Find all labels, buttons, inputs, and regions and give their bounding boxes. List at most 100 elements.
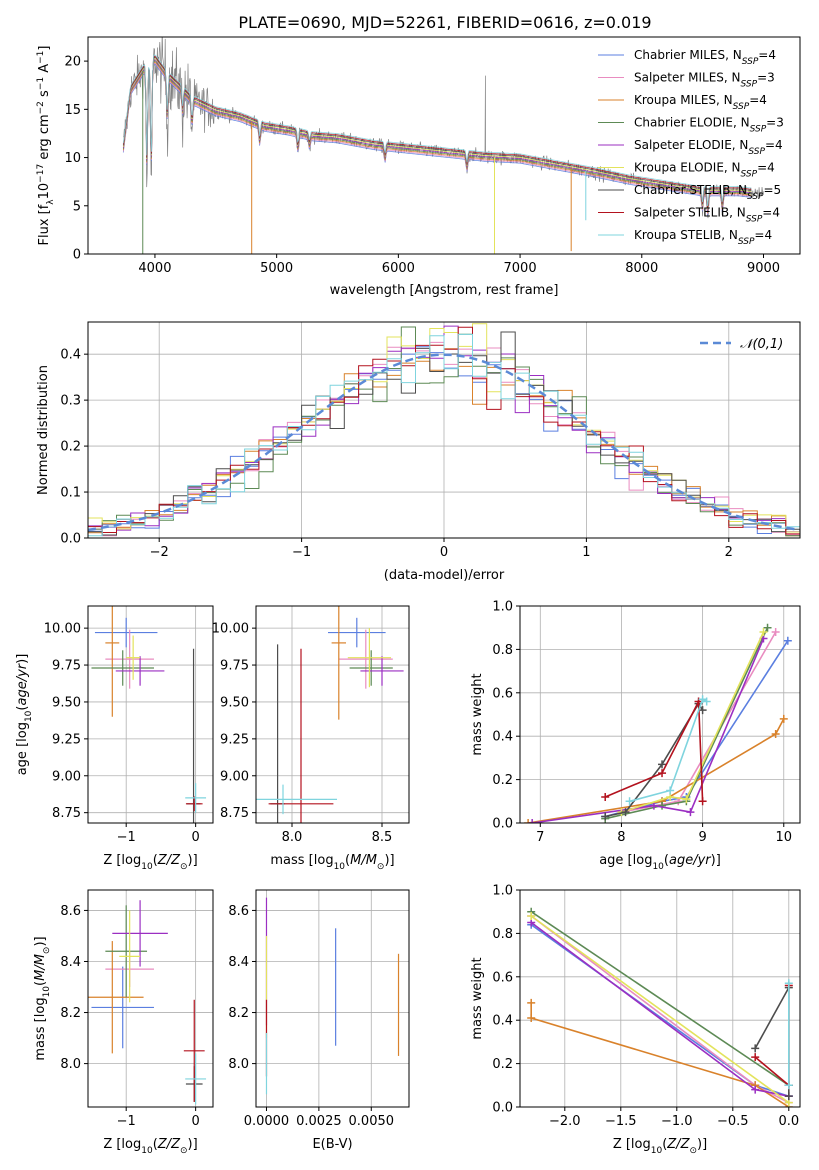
series-marker <box>763 623 772 632</box>
series-line <box>604 698 704 802</box>
y-axis-label: age [log10(age/yr)] <box>15 654 34 776</box>
mass_vs_ebv-plot-area <box>265 897 400 1095</box>
series-marker <box>784 1081 793 1090</box>
error-bar-point <box>349 650 393 686</box>
error-bar-point <box>268 648 334 823</box>
model-spectrum-line <box>122 54 752 207</box>
x-tick-label: 7 <box>536 830 544 845</box>
series-marker <box>759 628 768 637</box>
legend-label: Chabrier ELODIE, NSSP=3 <box>634 116 784 135</box>
y-tick-label: 0 <box>73 248 81 263</box>
residual_hist-plot-area <box>88 323 800 537</box>
figure-title: PLATE=0690, MJD=52261, FIBERID=0616, z=0… <box>238 13 651 32</box>
error-bar-point <box>183 999 205 1102</box>
series-marker <box>702 697 711 706</box>
series-marker <box>649 801 658 810</box>
model-spectrum-line <box>122 62 752 215</box>
weight_vs_age-plot-area <box>524 623 792 823</box>
y-tick-label: 0.8 <box>492 927 513 942</box>
legend: Chabrier MILES, NSSP=4 Salpeter MILES, NS… <box>598 48 784 247</box>
histogram-step <box>88 333 800 537</box>
weight-series <box>527 998 793 1107</box>
x-tick-label: 0.0000 <box>244 1114 290 1129</box>
y-tick-label: 9.75 <box>220 659 249 674</box>
series-marker <box>751 1053 760 1062</box>
y-tick-label: 0.3 <box>60 394 81 409</box>
series-marker <box>658 801 667 810</box>
error-bar-point <box>91 966 154 1049</box>
series-marker <box>601 792 610 801</box>
error-bar-point <box>105 629 154 689</box>
weight-series <box>527 907 793 1090</box>
weight_vs_Z-panel: −2.0 −1.5 −1.0 −0.5 0.0 0.0 0.2 0.4 0.6 0.8 1.0 Z [… <box>470 884 801 1156</box>
x-tick-label: −1 <box>292 545 311 560</box>
y-axis-label: Normed distribution <box>36 365 51 495</box>
y-tick-label: 0.4 <box>492 730 513 745</box>
weight-series <box>617 628 768 817</box>
series-marker <box>658 769 667 778</box>
y-tick-label: 0.6 <box>492 970 513 985</box>
x-tick-label: 0.0 <box>778 1114 799 1129</box>
series-marker <box>698 706 707 715</box>
axes-frame <box>87 36 801 255</box>
weight_vs_Z-plot-area <box>527 907 793 1107</box>
y-tick-label: 5 <box>73 199 81 214</box>
series-marker <box>621 808 630 817</box>
y-tick-label: 8.6 <box>60 904 81 919</box>
x-tick-label: −1.0 <box>661 1114 693 1129</box>
y-tick-label: 9.25 <box>220 732 249 747</box>
x-tick-label: 9000 <box>747 261 780 276</box>
y-axis-label: mass weight <box>470 673 485 755</box>
y-tick-label: 8.0 <box>228 1057 249 1072</box>
series-marker <box>527 998 536 1007</box>
legend-label: Kroupa MILES, NSSP=4 <box>634 93 767 112</box>
model-spectrum-line <box>122 58 752 210</box>
axes-frame <box>87 605 214 824</box>
series-line <box>629 698 708 803</box>
model-spectrum-line <box>122 56 752 209</box>
error-bar-point <box>328 617 386 648</box>
y-tick-label: 8.2 <box>228 1006 249 1021</box>
y-tick-label: 0.4 <box>60 348 81 363</box>
x-tick-label: 5000 <box>260 261 293 276</box>
y-tick-label: 0.8 <box>492 643 513 658</box>
series-marker <box>527 912 536 921</box>
y-tick-label: 1.0 <box>492 600 513 615</box>
model-spectrum-line <box>122 63 752 216</box>
model-spectrum-line <box>122 60 752 212</box>
axes-frame <box>519 605 801 824</box>
mass_vs_Z-plot-area <box>88 900 207 1105</box>
weight-series <box>601 623 772 823</box>
error-bar-point <box>360 656 404 686</box>
y-tick-label: 0.2 <box>60 440 81 455</box>
y-axis-label: Flux [fλ10−17 erg cm−2 s−1 A−1] <box>36 46 56 246</box>
series-marker <box>751 1085 760 1094</box>
mass_vs_ebv-panel: 0.0000 0.0025 0.0050 8.0 8.2 8.4 8.6 E(B-V) <box>228 889 410 1152</box>
x-tick-label: 8.0 <box>282 830 303 845</box>
error-bar-point <box>88 941 144 1054</box>
y-tick-label: 8.6 <box>228 904 249 919</box>
y-tick-label: 0.2 <box>492 1057 513 1072</box>
x-tick-label: −0.5 <box>717 1114 749 1129</box>
x-axis-label: Z [log10(Z/Z⊙)] <box>103 1137 197 1156</box>
series-line <box>754 987 790 1097</box>
weight-series <box>784 979 793 1090</box>
axes-frame <box>519 889 801 1108</box>
axes-frame <box>87 889 214 1108</box>
legend-label: Chabrier MILES, NSSP=4 <box>634 48 776 67</box>
series-line <box>604 640 789 818</box>
y-tick-label: 0.1 <box>60 486 81 501</box>
y-tick-label: 9.75 <box>52 659 81 674</box>
weight-series <box>601 636 792 821</box>
x-tick-label: 8.5 <box>372 830 393 845</box>
x-tick-label: 0 <box>191 830 199 845</box>
y-tick-label: 20 <box>64 55 81 70</box>
x-tick-label: −1.5 <box>605 1114 637 1129</box>
series-marker <box>784 1092 793 1101</box>
residual_hist-panel: −2 −1 0 1 2 0.0 0.1 0.2 0.3 0.4 (data-model)/error… <box>36 321 801 583</box>
x-tick-label: −1 <box>117 830 136 845</box>
series-marker <box>682 795 691 804</box>
axes-frame <box>87 321 801 539</box>
y-tick-label: 8.0 <box>60 1057 81 1072</box>
